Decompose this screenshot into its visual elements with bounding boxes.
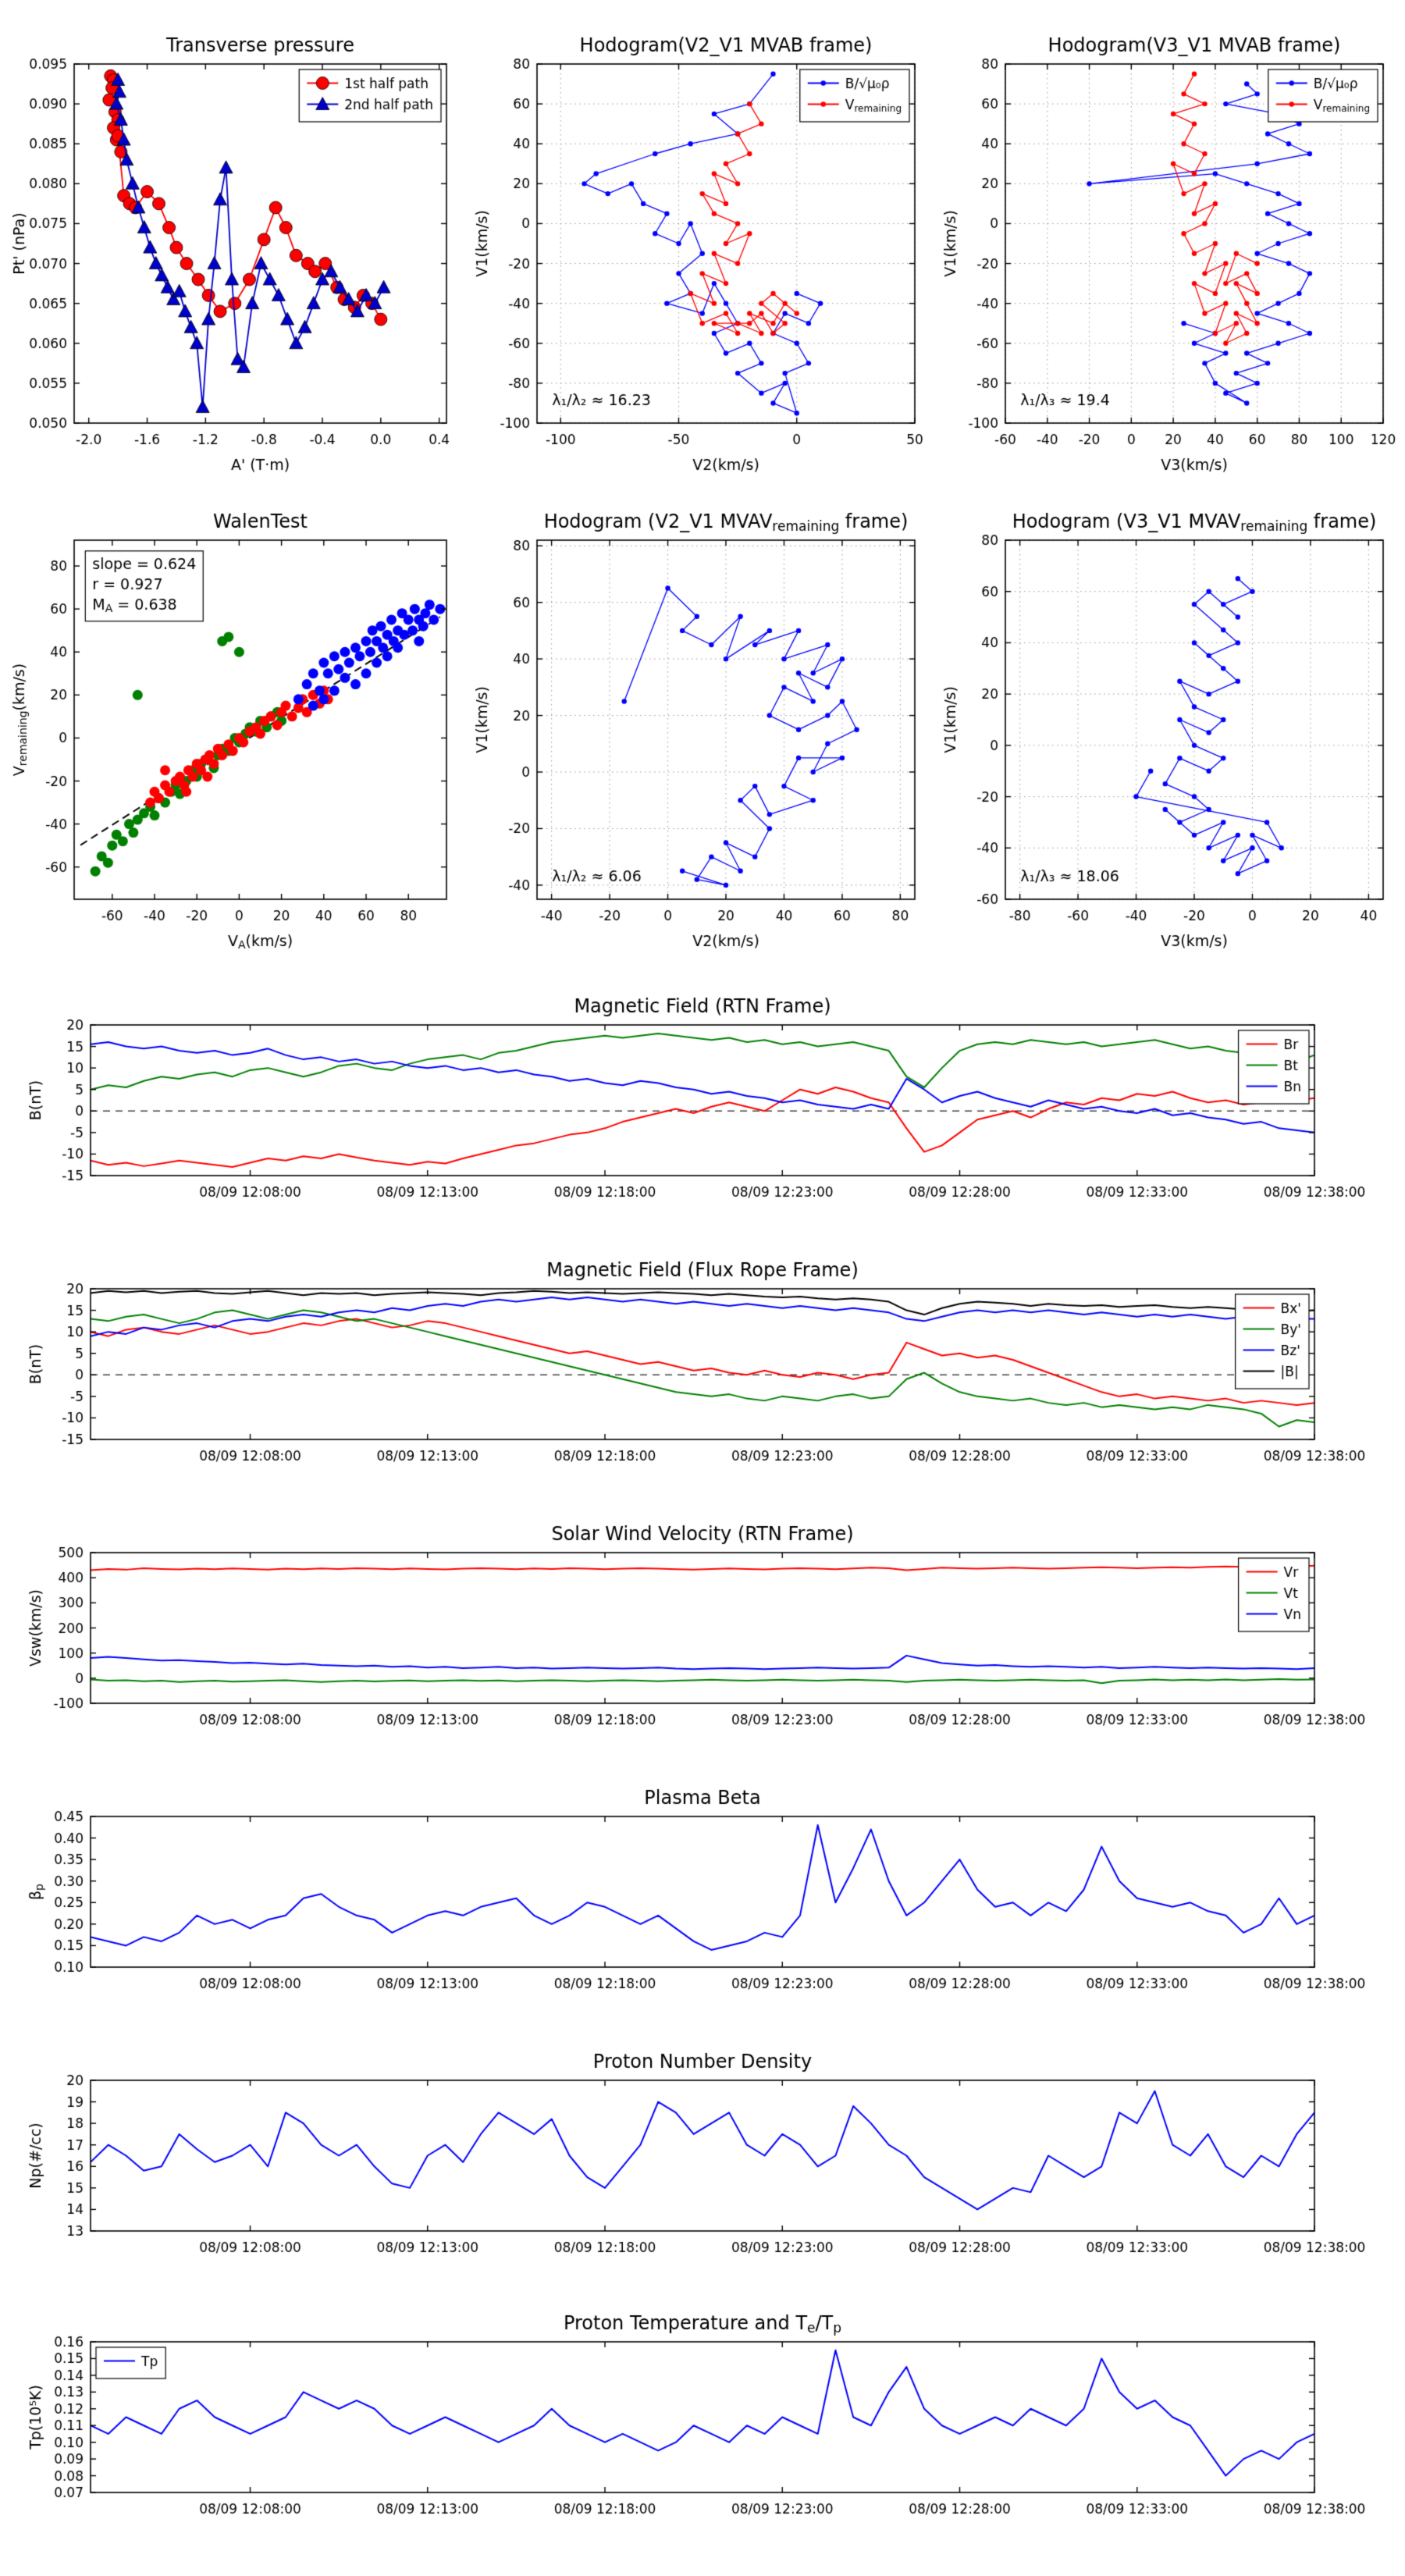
- transverse-pressure-plot: [0, 23, 468, 484]
- plasma-beta-plot: [0, 1781, 1405, 2016]
- proton-temperature-plot: [0, 2307, 1405, 2541]
- solar-wind-velocity-plot: [0, 1517, 1405, 1752]
- hodogram-v2-v1-mvab-plot: [468, 23, 937, 484]
- hodogram-v3-v1-mvab-plot: [937, 23, 1405, 484]
- walen-test-plot: [0, 500, 468, 960]
- hodogram-v2-v1-mvav-plot: [468, 500, 937, 960]
- magnetic-field-rtn-plot: [0, 990, 1405, 1224]
- proton-number-density-plot: [0, 2045, 1405, 2279]
- magnetic-field-flux-rope-plot: [0, 1254, 1405, 1488]
- hodogram-v3-v1-mvav-plot: [937, 500, 1405, 960]
